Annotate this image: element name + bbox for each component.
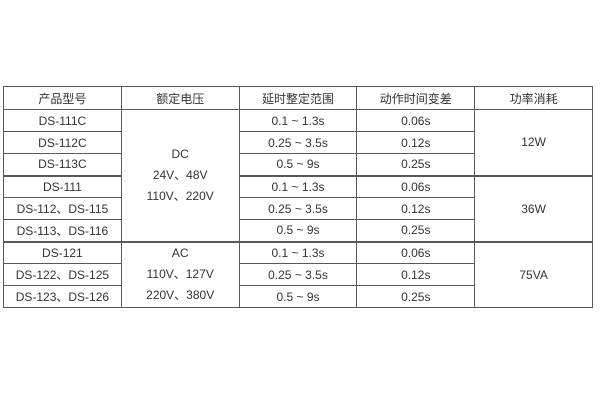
column-header-delay: 延时整定范围 <box>238 86 358 110</box>
delay-range-cell: 0.25 ~ 3.5s <box>238 131 358 154</box>
column-header-power: 功率消耗 <box>474 86 593 110</box>
model-cell: DS-111C <box>3 109 122 132</box>
table-row: DS-121 AC 110V、127V 220V、380V 0.1 ~ 1.3s… <box>3 240 593 308</box>
time-variation-cell: 0.12s <box>356 131 476 154</box>
time-variation-cell: 0.06s <box>356 174 476 198</box>
model-cell: DS-121 <box>3 240 122 264</box>
delay-range-cell: 0.1 ~ 1.3s <box>238 174 358 198</box>
delay-range-cell: 0.5 ~ 9s <box>238 285 358 308</box>
model-cell: DS-123、DS-126 <box>3 285 122 308</box>
time-variation-cell: 0.12s <box>356 197 476 220</box>
time-variation-cell: 0.25s <box>356 285 476 308</box>
table-row: DS-111C DC 24V、48V 110V、220V 0.1 ~ 1.3s … <box>3 109 593 242</box>
table-row: DS-123、DS-126 0.5 ~ 9s 0.25s <box>3 285 593 308</box>
table-row: DS-113C 0.5 ~ 9s 0.25s <box>3 153 593 176</box>
time-variation-cell: 0.25s <box>356 219 476 242</box>
voltage-line: DC <box>171 146 189 161</box>
time-variation-cell: 0.06s <box>356 109 476 132</box>
delay-range-cell: 0.25 ~ 3.5s <box>238 263 358 286</box>
voltage-line: 110V、127V <box>146 267 214 282</box>
model-cell: DS-113C <box>3 153 122 176</box>
voltage-dc-cell: DC 24V、48V 110V、220V <box>120 109 240 242</box>
voltage-line: AC <box>171 246 189 261</box>
voltage-ac-cell: AC 110V、127V 220V、380V <box>120 240 240 308</box>
table-row: DS-122、DS-125 0.25 ~ 3.5s 0.12s <box>3 263 593 286</box>
voltage-line: 24V、48V <box>152 167 208 182</box>
time-variation-cell: 0.12s <box>356 263 476 286</box>
time-variation-cell: 0.25s <box>356 153 476 176</box>
column-header-voltage: 额定电压 <box>120 86 240 110</box>
column-header-variation: 动作时间变差 <box>356 86 476 110</box>
time-variation-cell: 0.06s <box>356 240 476 264</box>
header-row: 产品型号 额定电压 延时整定范围 动作时间变差 功率消耗 <box>3 86 593 110</box>
table-row: DS-113、DS-116 0.5 ~ 9s 0.25s <box>3 219 593 242</box>
model-cell: DS-112C <box>3 131 122 154</box>
delay-range-cell: 0.1 ~ 1.3s <box>238 109 358 132</box>
voltage-line: 110V、220V <box>146 188 214 203</box>
column-header-model: 产品型号 <box>3 86 122 110</box>
delay-range-cell: 0.1 ~ 1.3s <box>238 240 358 264</box>
table-row: DS-111 0.1 ~ 1.3s 0.06s 36W <box>3 174 593 242</box>
model-cell: DS-112、DS-115 <box>3 197 122 220</box>
power-cell: 75VA <box>474 240 593 308</box>
delay-range-cell: 0.5 ~ 9s <box>238 219 358 242</box>
power-cell: 12W <box>474 109 593 176</box>
delay-range-cell: 0.5 ~ 9s <box>238 153 358 176</box>
model-cell: DS-122、DS-125 <box>3 263 122 286</box>
model-cell: DS-113、DS-116 <box>3 219 122 242</box>
voltage-line: 220V、380V <box>146 288 215 303</box>
model-cell: DS-111 <box>3 174 122 198</box>
power-cell: 36W <box>474 174 593 242</box>
product-spec-table: 产品型号 额定电压 延时整定范围 动作时间变差 功率消耗 DS-111C DC … <box>3 86 593 308</box>
delay-range-cell: 0.25 ~ 3.5s <box>238 197 358 220</box>
